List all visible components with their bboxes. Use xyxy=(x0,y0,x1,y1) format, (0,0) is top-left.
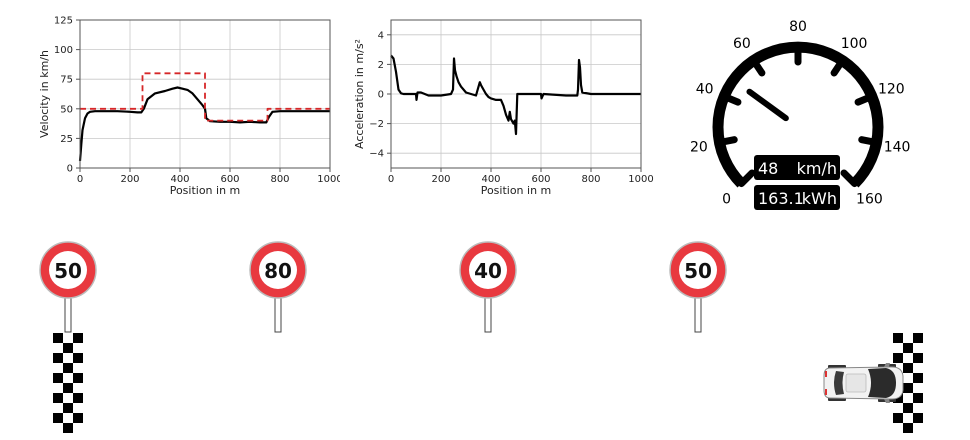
car-icon xyxy=(823,363,904,403)
series-line-2 xyxy=(80,72,330,122)
y-tick-label: 50 xyxy=(60,104,73,115)
series-line-1 xyxy=(390,54,641,136)
speed-limit-sign-3: 40 xyxy=(459,241,517,333)
speedometer-tick-label: 0 xyxy=(722,191,731,207)
acceleration-ticks: 0 200 400 600 800 1000 −4 −2 0 2 4 xyxy=(369,30,653,185)
speed-readout-unit: km/h xyxy=(797,159,837,178)
x-tick-label: 600 xyxy=(531,174,550,185)
speedometer-tick-label: 160 xyxy=(856,191,883,207)
x-tick-label: 1000 xyxy=(628,174,653,185)
acceleration-series xyxy=(390,54,641,136)
speed-limit-sign-4-label: 50 xyxy=(684,259,712,283)
speedometer-tick xyxy=(830,56,846,77)
y-tick-label: 25 xyxy=(60,134,73,145)
x-tick-label: 0 xyxy=(77,174,83,185)
speed-readout-box xyxy=(754,155,840,180)
x-tick-label: 200 xyxy=(120,174,139,185)
speed-limit-sign-4: 50 xyxy=(669,241,727,333)
acceleration-plot-frame xyxy=(390,19,642,169)
speedometer-tick-label: 140 xyxy=(884,140,911,156)
speedometer-tick-label: 120 xyxy=(878,81,905,97)
speed-limit-sign-1-label: 50 xyxy=(54,259,82,283)
velocity-ylabel: Velocity in km/h xyxy=(38,50,51,138)
acceleration-xlabel: Position in m xyxy=(481,184,552,197)
speedometer-tick-label: 100 xyxy=(841,36,868,52)
acceleration-ylabel: Acceleration in m/s² xyxy=(353,39,366,149)
velocity-ticks: 0 200 400 600 800 1000 0 25 50 75 100 125 xyxy=(54,16,340,186)
velocity-series xyxy=(78,72,330,161)
speedometer-tick xyxy=(750,56,766,77)
y-tick-label: 0 xyxy=(378,90,384,101)
start-flag-icon xyxy=(53,333,83,433)
speedometer: 0 20 40 60 80 100 120 140 160 48 km/h 163.1 kWh xyxy=(690,19,910,210)
y-tick-label: −4 xyxy=(369,149,384,160)
energy-readout-unit: kWh xyxy=(802,189,837,208)
speedometer-tick xyxy=(720,92,742,106)
y-tick-label: 2 xyxy=(378,60,384,71)
x-tick-label: 400 xyxy=(481,174,500,185)
speed-limit-sign-2: 80 xyxy=(249,241,307,333)
speedometer-tick xyxy=(854,92,876,106)
velocity-chart: 0 200 400 600 800 1000 0 25 50 75 100 125 Position … xyxy=(38,16,340,198)
y-tick-label: −2 xyxy=(369,119,384,130)
x-tick-label: 800 xyxy=(581,174,600,185)
speedometer-tick-label: 40 xyxy=(696,81,714,97)
speedometer-tick-label: 80 xyxy=(789,19,807,35)
velocity-xlabel: Position in m xyxy=(170,184,241,197)
y-tick-label: 4 xyxy=(378,30,384,41)
speedometer-tick xyxy=(858,136,880,147)
velocity-plot-frame xyxy=(79,19,331,169)
y-tick-label: 75 xyxy=(60,75,73,86)
speedometer-ticks: 0 20 40 60 80 100 120 140 160 xyxy=(690,19,910,207)
x-tick-label: 400 xyxy=(170,174,189,185)
energy-readout-value: 163.1 xyxy=(758,189,804,208)
x-tick-label: 1000 xyxy=(317,174,340,185)
x-tick-label: 600 xyxy=(220,174,239,185)
speedometer-tick-label: 20 xyxy=(690,140,708,156)
speed-limit-sign-1: 50 xyxy=(39,241,97,333)
x-tick-label: 800 xyxy=(270,174,289,185)
y-tick-label: 100 xyxy=(54,45,73,56)
energy-readout-box xyxy=(754,185,840,210)
speedometer-needle xyxy=(746,88,789,122)
speedometer-tick-label: 60 xyxy=(733,36,751,52)
speedometer-tick xyxy=(840,169,859,188)
speedometer-tick xyxy=(716,136,738,147)
acceleration-chart: 0 200 400 600 800 1000 −4 −2 0 2 4 Position in m A… xyxy=(353,19,654,197)
speed-readout-value: 48 xyxy=(758,159,778,178)
x-tick-label: 200 xyxy=(431,174,450,185)
speed-limit-sign-2-label: 80 xyxy=(264,259,292,283)
x-tick-label: 0 xyxy=(388,174,394,185)
y-tick-label: 0 xyxy=(67,164,73,175)
y-tick-label: 125 xyxy=(54,16,73,27)
speed-limit-sign-3-label: 40 xyxy=(474,259,502,283)
speedometer-tick xyxy=(737,169,756,188)
